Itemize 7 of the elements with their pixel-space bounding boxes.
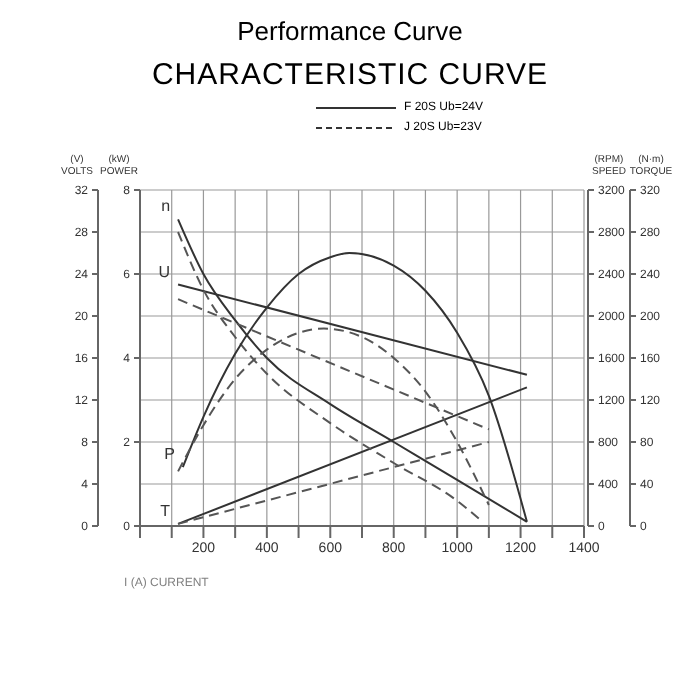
- chart-subtitle: CHARACTERISTIC CURVE: [149, 58, 551, 92]
- series-label: U: [158, 262, 171, 281]
- series-label: n: [161, 197, 171, 216]
- chart-title: Performance Curve: [235, 16, 465, 46]
- line-series: [177, 231, 484, 523]
- series-label: T: [160, 501, 171, 520]
- series-label: P: [164, 445, 175, 464]
